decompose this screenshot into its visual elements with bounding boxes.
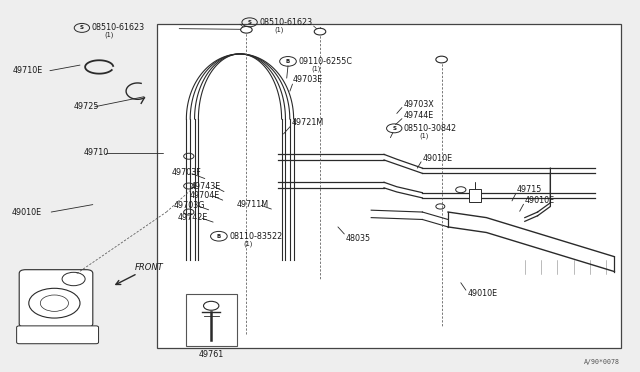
Circle shape: [241, 26, 252, 33]
Text: A/90*0078: A/90*0078: [584, 359, 620, 365]
FancyBboxPatch shape: [157, 24, 621, 348]
Text: FRONT: FRONT: [134, 263, 163, 272]
FancyBboxPatch shape: [186, 294, 237, 346]
Text: 09110-6255C: 09110-6255C: [298, 57, 352, 66]
Text: 49010E: 49010E: [422, 154, 452, 163]
Text: 49704E: 49704E: [189, 191, 220, 200]
Text: 49010E: 49010E: [525, 196, 555, 205]
Text: 08510-61623: 08510-61623: [259, 18, 312, 27]
Text: 49715: 49715: [517, 185, 543, 194]
Text: (1): (1): [419, 132, 429, 139]
Text: 49744E: 49744E: [403, 111, 433, 120]
Text: 49710E: 49710E: [13, 66, 43, 75]
Text: 49703E: 49703E: [293, 76, 323, 84]
Circle shape: [314, 28, 326, 35]
Text: S: S: [392, 126, 396, 131]
Text: 49743E: 49743E: [191, 182, 221, 190]
Text: 48035: 48035: [346, 234, 371, 243]
Text: 49703F: 49703F: [172, 169, 201, 177]
Circle shape: [456, 187, 466, 193]
Text: 49703G: 49703G: [174, 201, 205, 210]
Circle shape: [436, 56, 447, 63]
Text: S: S: [80, 25, 84, 31]
Text: (1): (1): [274, 26, 284, 33]
Text: (1): (1): [243, 240, 253, 247]
Text: 08510-61623: 08510-61623: [92, 23, 145, 32]
Text: 49711M: 49711M: [237, 200, 269, 209]
Text: 49742E: 49742E: [178, 213, 208, 222]
Text: S: S: [248, 20, 252, 25]
Text: 49010E: 49010E: [467, 289, 497, 298]
Text: 08110-83522: 08110-83522: [229, 232, 282, 241]
FancyBboxPatch shape: [469, 189, 481, 202]
Text: (1): (1): [311, 65, 321, 72]
Text: 49703X: 49703X: [403, 100, 434, 109]
Text: B: B: [217, 234, 221, 239]
Text: 49725: 49725: [74, 102, 99, 110]
Text: (1): (1): [104, 32, 114, 38]
Text: 49010E: 49010E: [12, 208, 42, 217]
FancyBboxPatch shape: [19, 270, 93, 327]
FancyBboxPatch shape: [17, 326, 99, 344]
Text: 08510-30842: 08510-30842: [404, 124, 457, 133]
Text: B: B: [286, 59, 290, 64]
Text: 49710: 49710: [83, 148, 108, 157]
Text: 49761: 49761: [198, 350, 224, 359]
Text: 49721M: 49721M: [291, 118, 323, 127]
